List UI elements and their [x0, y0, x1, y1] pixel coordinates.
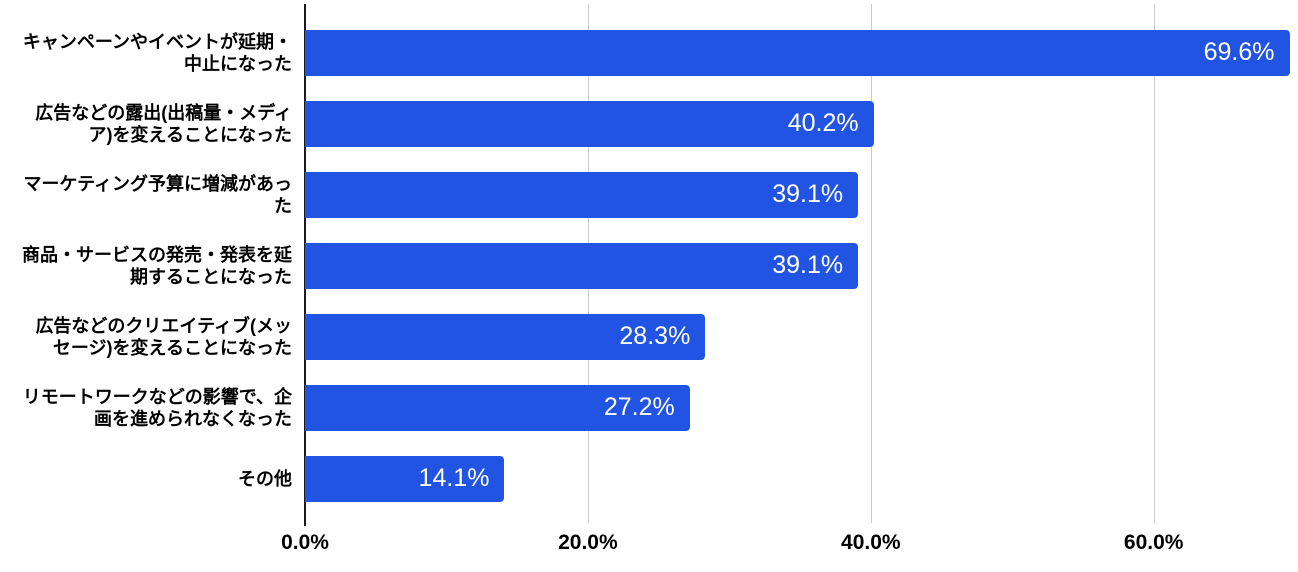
x-tick-label: 20.0% [558, 531, 618, 554]
value-label: 27.2% [603, 393, 675, 421]
bar: 39.1% [305, 171, 859, 218]
bar: 40.2% [305, 100, 874, 147]
chart-row: キャンペーンやイベントが延期・ 中止になった 69.6% [0, 17, 1298, 88]
bar-track: 40.2% [305, 88, 1298, 159]
category-label: リモートワークなどの影響で、企 画を進められなくなった [22, 386, 292, 429]
x-tick-label: 60.0% [1123, 531, 1184, 554]
chart-row: リモートワークなどの影響で、企 画を進められなくなった 27.2% [0, 372, 1298, 443]
category-label: その他 [238, 468, 292, 489]
x-axis-ticks: 0.0% 20.0% 40.0% 60.0% [281, 531, 1298, 561]
chart-row: マーケティング予算に増減があっ た 39.1% [0, 159, 1298, 230]
bar: 69.6% [305, 29, 1290, 76]
value-label: 28.3% [619, 322, 691, 350]
chart-row: その他 14.1% [0, 443, 1298, 514]
bar: 14.1% [305, 455, 505, 502]
value-label: 69.6% [1203, 38, 1275, 66]
chart-row: 広告などのクリエイティブ(メッ セージ)を変えることになった 28.3% [0, 301, 1298, 372]
category-label: キャンペーンやイベントが延期・ 中止になった [22, 31, 292, 74]
bar: 39.1% [305, 242, 859, 289]
value-label: 40.2% [787, 109, 859, 137]
category-label: 広告などのクリエイティブ(メッ セージ)を変えることになった [35, 315, 292, 358]
bar: 28.3% [305, 313, 706, 360]
value-label: 39.1% [772, 251, 844, 279]
bar-track: 14.1% [305, 443, 1298, 514]
bar: 27.2% [305, 384, 690, 431]
bar-track: 69.6% [305, 17, 1298, 88]
gridline [870, 4, 872, 523]
x-tick-label: 0.0% [281, 531, 329, 554]
category-label: マーケティング予算に増減があっ た [23, 173, 292, 216]
bar-track: 27.2% [305, 372, 1298, 443]
value-label: 14.1% [418, 464, 490, 492]
bar-track: 28.3% [305, 301, 1298, 372]
x-tick-label: 40.0% [841, 531, 901, 554]
category-label: 広告などの露出(出稿量・メディ ア)を変えることになった [35, 102, 292, 145]
value-label: 39.1% [772, 180, 844, 208]
bar-track: 39.1% [305, 230, 1298, 301]
chart-row: 商品・サービスの発売・発表を延 期することになった 39.1% [0, 230, 1298, 301]
gridline [1153, 4, 1155, 523]
bar-rows: キャンペーンやイベントが延期・ 中止になった 69.6% 広告などの露出(出稿量… [0, 17, 1298, 514]
chart-row: 広告などの露出(出稿量・メディ ア)を変えることになった 40.2% [0, 88, 1298, 159]
bar-track: 39.1% [305, 159, 1298, 230]
category-label: 商品・サービスの発売・発表を延 期することになった [22, 244, 292, 287]
